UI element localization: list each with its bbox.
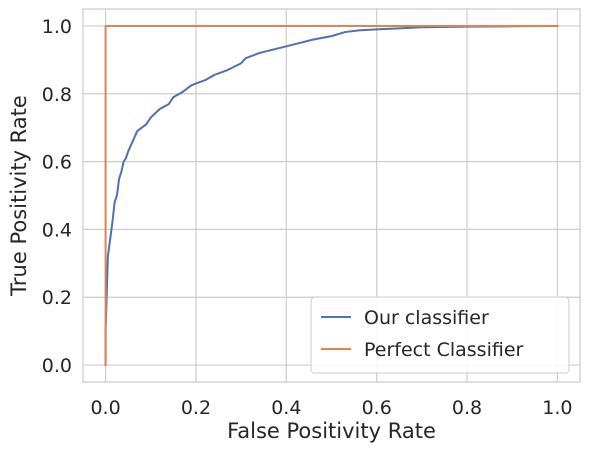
series-line-0 <box>104 24 559 367</box>
plot-frame <box>82 8 581 383</box>
x-axis-label: False Positivity Rate <box>227 419 436 443</box>
y-tick-labels: 0.0 0.2 0.4 0.6 0.8 1.0 <box>42 16 72 377</box>
y-tick-label: 0.2 <box>42 287 72 309</box>
y-tick-label: 0.8 <box>42 84 72 106</box>
y-tick-label: 0.6 <box>42 152 72 174</box>
y-axis-label: True Positivity Rate <box>7 95 31 297</box>
x-tick-labels: 0.0 0.2 0.4 0.6 0.8 1.0 <box>90 397 572 419</box>
x-tick-label: 0.8 <box>452 397 482 419</box>
y-tick-label: 0.4 <box>42 219 72 241</box>
series-line-1 <box>104 24 559 367</box>
legend: Our classifier Perfect Classifier <box>310 296 570 374</box>
x-tick-label: 0.2 <box>181 397 211 419</box>
y-tick-label: 0.0 <box>42 355 72 377</box>
x-tick-label: 0.0 <box>90 397 120 419</box>
series-layer <box>104 24 559 367</box>
x-tick-label: 1.0 <box>542 397 572 419</box>
legend-label-0: Our classifier <box>364 307 489 329</box>
legend-label-1: Perfect Classifier <box>364 339 524 361</box>
y-tick-label: 1.0 <box>42 16 72 38</box>
x-tick-label: 0.4 <box>271 397 301 419</box>
legend-box <box>310 296 570 374</box>
x-tick-label: 0.6 <box>362 397 392 419</box>
grid <box>83 9 580 382</box>
